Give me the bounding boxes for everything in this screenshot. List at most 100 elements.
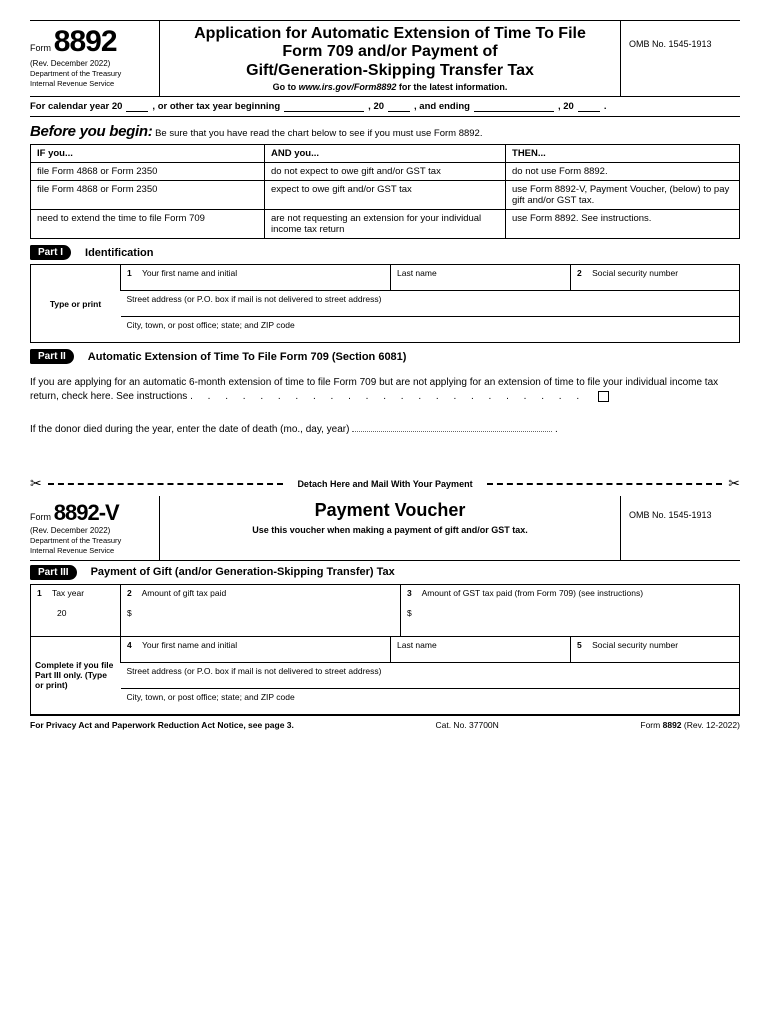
cal-blank-1[interactable] <box>126 101 148 112</box>
part2-paragraph-2: If the donor died during the year, enter… <box>30 412 740 445</box>
part3-title: Payment of Gift (and/or Generation-Skipp… <box>91 566 395 578</box>
footer-cat-no: Cat. No. 37700N <box>435 720 498 730</box>
date-of-death-field[interactable] <box>352 420 552 432</box>
tax-year-field[interactable]: 1 Tax year 20 <box>31 584 121 636</box>
page-footer: For Privacy Act and Paperwork Reduction … <box>30 715 740 730</box>
form-number: 8892 <box>54 25 117 59</box>
first-name-label: Your first name and initial <box>142 268 237 278</box>
footer-form-rev: (Rev. 12-2022) <box>684 720 740 730</box>
form-title-2: Form 709 and/or Payment of <box>170 43 610 61</box>
detach-text: Detach Here and Mail With Your Payment <box>289 479 480 489</box>
chart-row: file Form 4868 or Form 2350 expect to ow… <box>31 181 740 210</box>
complete-label: Complete if you file Part III only. (Typ… <box>31 637 121 715</box>
cal-mid1: , or other tax year beginning <box>152 101 280 112</box>
gst-tax-paid-field[interactable]: 3 Amount of GST tax paid (from Form 709)… <box>401 584 740 636</box>
year-prefix: 20 <box>37 608 66 618</box>
field-num-p3-2: 2 <box>127 588 132 598</box>
p3-last-name-label: Last name <box>397 640 437 650</box>
cal-mid4: , 20 <box>558 101 574 112</box>
type-or-print-label: Type or print <box>31 265 121 343</box>
ssn-label: Social security number <box>592 268 678 278</box>
revision-date: (Rev. December 2022) <box>30 59 153 68</box>
voucher-dept2: Internal Revenue Service <box>30 547 153 555</box>
chart-row: file Form 4868 or Form 2350 do not expec… <box>31 163 740 181</box>
city-label: City, town, or post office; state; and Z… <box>127 320 295 330</box>
voucher-omb: OMB No. 1545-1913 <box>620 496 740 560</box>
detach-line-left <box>48 483 284 485</box>
goto-line: Go to www.irs.gov/Form8892 for the lates… <box>170 82 610 92</box>
scissors-right-icon: ✂ <box>728 475 740 492</box>
goto-suffix: for the latest information. <box>399 82 508 92</box>
header-center: Application for Automatic Extension of T… <box>160 21 620 96</box>
p3-first-name-field[interactable]: 4 Your first name and initial <box>121 637 391 663</box>
p3-city-label: City, town, or post office; state; and Z… <box>127 692 295 702</box>
chart-header-and: AND you... <box>264 145 505 163</box>
gift-tax-label: Amount of gift tax paid <box>142 588 227 598</box>
p3-ssn-field[interactable]: 5 Social security number <box>571 637 740 663</box>
chart-cell: expect to owe gift and/or GST tax <box>264 181 505 210</box>
voucher-form-label: Form <box>30 512 51 522</box>
voucher-center: Payment Voucher Use this voucher when ma… <box>160 496 620 560</box>
part3-table: 1 Tax year 20 2 Amount of gift tax paid … <box>30 584 740 637</box>
part2-title: Automatic Extension of Time To File Form… <box>88 351 407 363</box>
cal-end: . <box>604 101 607 112</box>
cal-blank-4[interactable] <box>474 101 554 112</box>
dollar-1: $ <box>127 608 132 618</box>
field-num-p3-5: 5 <box>577 640 582 650</box>
field-num-p3-4: 4 <box>127 640 132 650</box>
p3-last-name-field[interactable]: Last name <box>391 637 571 663</box>
voucher-left: Form 8892-V (Rev. December 2022) Departm… <box>30 496 160 560</box>
form-title-1: Application for Automatic Extension of T… <box>170 25 610 43</box>
p3-street-field[interactable]: Street address (or P.O. box if mail is n… <box>121 662 740 688</box>
city-state-zip-field[interactable]: City, town, or post office; state; and Z… <box>121 317 740 343</box>
voucher-sub: Use this voucher when making a payment o… <box>170 525 610 535</box>
first-name-field[interactable]: 1 Your first name and initial <box>121 265 391 291</box>
p3-ssn-label: Social security number <box>592 640 678 650</box>
chart-row: need to extend the time to file Form 709… <box>31 210 740 239</box>
chart-cell: use Form 8892. See instructions. <box>506 210 740 239</box>
p3-first-name-label: Your first name and initial <box>142 640 237 650</box>
cal-blank-3[interactable] <box>388 101 410 112</box>
cal-blank-5[interactable] <box>578 101 600 112</box>
form-label: Form <box>30 43 51 53</box>
header-left: Form 8892 (Rev. December 2022) Departmen… <box>30 21 160 96</box>
dept-treasury: Department of the Treasury <box>30 70 153 78</box>
field-num-p3-3: 3 <box>407 588 412 598</box>
chart-header-if: IF you... <box>31 145 265 163</box>
identification-table: Type or print 1 Your first name and init… <box>30 264 740 343</box>
chart-header-then: THEN... <box>506 145 740 163</box>
last-name-field[interactable]: Last name <box>391 265 571 291</box>
part2-header: Part II Automatic Extension of Time To F… <box>30 343 740 368</box>
voucher-title: Payment Voucher <box>170 500 610 521</box>
gift-tax-paid-field[interactable]: 2 Amount of gift tax paid $ <box>121 584 401 636</box>
part3-header: Part III Payment of Gift (and/or Generat… <box>30 561 740 584</box>
chart-cell: file Form 4868 or Form 2350 <box>31 181 265 210</box>
voucher-form-number: 8892-V <box>54 500 119 526</box>
street-address-field[interactable]: Street address (or P.O. box if mail is n… <box>121 291 740 317</box>
voucher-header: Form 8892-V (Rev. December 2022) Departm… <box>30 496 740 561</box>
omb-number: OMB No. 1545-1913 <box>620 21 740 96</box>
decision-chart: IF you... AND you... THEN... file Form 4… <box>30 144 740 239</box>
field-num-1: 1 <box>127 268 132 278</box>
street-label: Street address (or P.O. box if mail is n… <box>127 294 382 304</box>
part2-paragraph-1: If you are applying for an automatic 6-m… <box>30 368 740 412</box>
part3-id-table: Complete if you file Part III only. (Typ… <box>30 637 740 715</box>
cal-blank-2[interactable] <box>284 101 364 112</box>
extension-checkbox[interactable] <box>598 391 609 402</box>
dots: . . . . . . . . . . . . . . . . . . . . … <box>190 391 594 402</box>
chart-cell: file Form 4868 or Form 2350 <box>31 163 265 181</box>
part1-label: Part I <box>30 245 71 260</box>
gst-tax-label: Amount of GST tax paid (from Form 709) (… <box>422 588 643 598</box>
p3-city-field[interactable]: City, town, or post office; state; and Z… <box>121 688 740 714</box>
footer-privacy: For Privacy Act and Paperwork Reduction … <box>30 720 294 730</box>
part3-label: Part III <box>30 565 77 580</box>
tax-year-label: Tax year <box>52 588 84 598</box>
form-header: Form 8892 (Rev. December 2022) Departmen… <box>30 20 740 97</box>
chart-cell: do not use Form 8892. <box>506 163 740 181</box>
chart-cell: need to extend the time to file Form 709 <box>31 210 265 239</box>
ssn-field[interactable]: 2 Social security number <box>571 265 740 291</box>
field-num-2: 2 <box>577 268 582 278</box>
scissors-left-icon: ✂ <box>30 475 42 492</box>
chart-cell: do not expect to owe gift and/or GST tax <box>264 163 505 181</box>
voucher-dept1: Department of the Treasury <box>30 537 153 545</box>
